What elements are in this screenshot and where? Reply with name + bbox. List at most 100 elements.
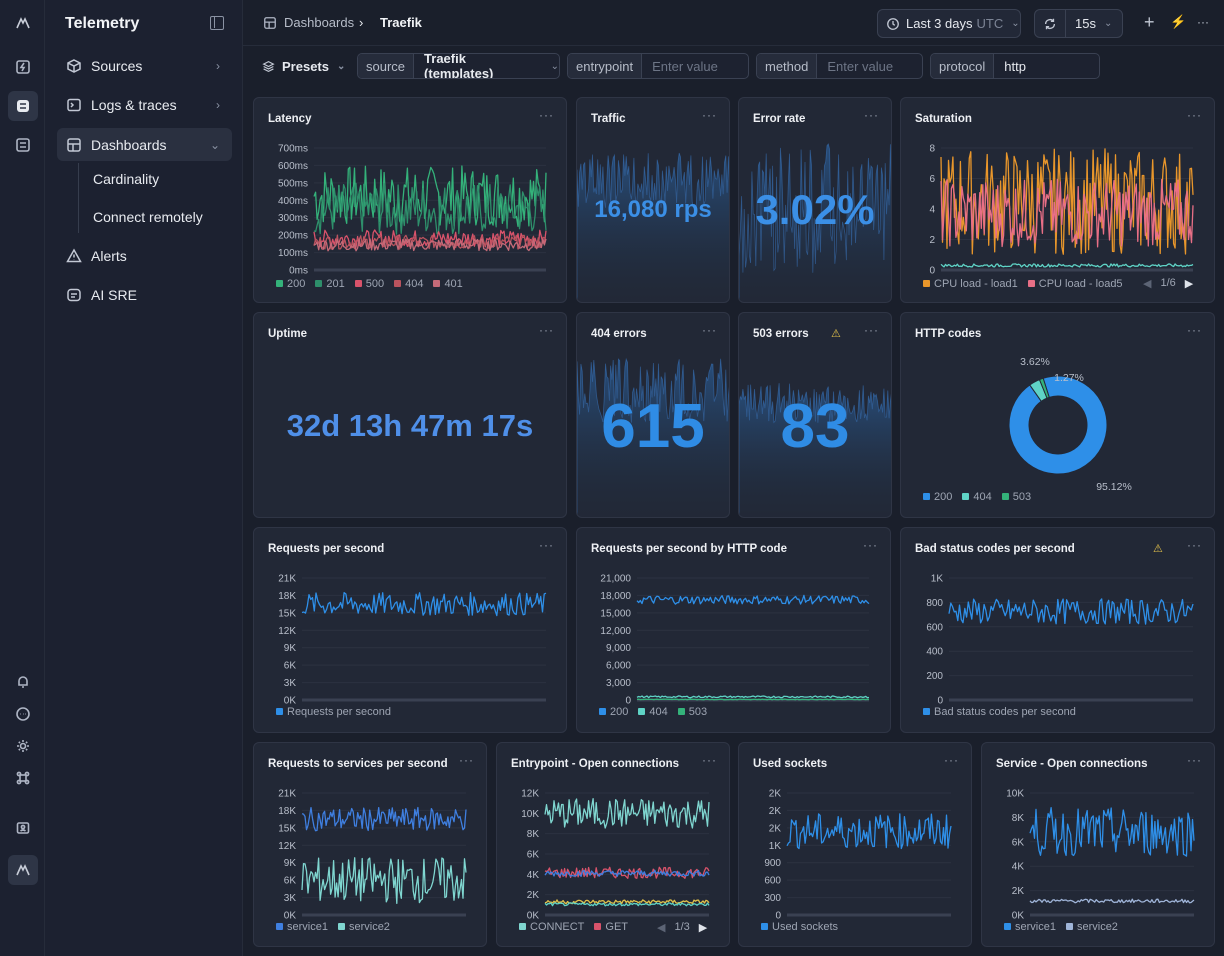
- error-rate-value: 3.02%: [755, 186, 875, 233]
- filter-input[interactable]: Enter value: [827, 58, 894, 74]
- legend-item[interactable]: 503: [1001, 491, 1031, 503]
- legend-item[interactable]: CONNECT: [519, 921, 584, 933]
- panel-menu-icon[interactable]: ···: [1187, 323, 1202, 337]
- legend-item[interactable]: 200: [276, 278, 305, 290]
- panel-title: 404 errors: [591, 328, 647, 340]
- bad-status-chart: 0 200 400 600 800 1K: [926, 574, 1194, 707]
- panel-menu-icon[interactable]: ···: [864, 323, 879, 337]
- legend-item[interactable]: service2: [337, 921, 390, 933]
- panel-menu-icon[interactable]: ···: [944, 753, 959, 767]
- sidebar-item-label: AI SRE: [91, 286, 137, 303]
- legend-item[interactable]: service1: [276, 921, 328, 933]
- presets-dropdown[interactable]: Presets ⌄: [262, 59, 345, 74]
- legend-item[interactable]: Bad status codes per second: [923, 706, 1076, 718]
- sparkline-background: [577, 152, 729, 302]
- panel-menu-icon[interactable]: ···: [539, 108, 554, 122]
- add-icon[interactable]: +: [1144, 12, 1155, 32]
- sidebar-item-sources[interactable]: Sources ›: [57, 49, 232, 82]
- legend-item[interactable]: 503: [677, 706, 707, 718]
- command-icon[interactable]: [8, 763, 38, 793]
- legend-pager[interactable]: ◀ 1/3 ▶: [657, 921, 707, 934]
- legend-item[interactable]: GET: [594, 921, 628, 933]
- legend-item[interactable]: Requests per second: [276, 706, 391, 718]
- org-logo-icon[interactable]: [8, 855, 38, 885]
- series-line: [544, 869, 710, 877]
- legend-item[interactable]: CPU load - load5: [1027, 278, 1123, 290]
- legend-item[interactable]: service2: [1065, 921, 1118, 933]
- panel-menu-icon[interactable]: ···: [1187, 108, 1202, 122]
- telemetry-icon[interactable]: [8, 91, 38, 121]
- filter-input[interactable]: Enter value: [652, 58, 718, 74]
- collapse-sidebar-icon[interactable]: [210, 16, 224, 30]
- legend-item[interactable]: Used sockets: [761, 921, 838, 933]
- sidebar-item-alerts[interactable]: Alerts: [57, 239, 232, 272]
- filter-source[interactable]: source Traefik (templates) ⌄: [357, 53, 560, 79]
- sparkline-background: [739, 143, 891, 302]
- panel-menu-icon[interactable]: ···: [539, 538, 554, 552]
- panel-menu-icon[interactable]: ···: [1187, 538, 1202, 552]
- prev-page-icon[interactable]: ◀: [1143, 278, 1152, 290]
- legend-label: Requests per second: [287, 706, 391, 718]
- legend-item[interactable]: CPU load - load1: [923, 278, 1018, 290]
- bolt-icon[interactable]: [8, 52, 38, 82]
- legend-item[interactable]: service1: [1004, 921, 1056, 933]
- legend-label: 404: [973, 491, 992, 503]
- next-page-icon[interactable]: ▶: [1184, 278, 1194, 290]
- breadcrumb-dashboards[interactable]: Dashboards: [284, 15, 355, 30]
- legend-item[interactable]: 404: [394, 278, 423, 290]
- panel-traffic: Traffic ··· 16,080 rps: [576, 97, 730, 303]
- account-icon[interactable]: [8, 813, 38, 843]
- legend-item[interactable]: 200: [599, 706, 628, 718]
- warning-icon[interactable]: ⚠: [1153, 543, 1163, 555]
- presets-label: Presets: [282, 59, 329, 74]
- sidebar-subitem-connect-remotely[interactable]: Connect remotely: [93, 209, 203, 225]
- sun-icon[interactable]: [8, 731, 38, 761]
- legend-item[interactable]: 500: [354, 278, 384, 290]
- filter-protocol[interactable]: protocol http: [930, 53, 1100, 79]
- slice-label: 95.12%: [1096, 481, 1132, 493]
- settings-panel-icon[interactable]: [8, 130, 38, 160]
- panel-menu-icon[interactable]: ···: [864, 108, 879, 122]
- legend-item[interactable]: 404: [962, 491, 992, 503]
- refresh-icon[interactable]: [1043, 17, 1057, 31]
- time-range-picker[interactable]: Last 3 days UTC ⌄: [877, 9, 1021, 38]
- sidebar-subitem-cardinality[interactable]: Cardinality: [93, 171, 160, 187]
- y-tick-label: 600ms: [278, 161, 308, 172]
- chevron-down-icon[interactable]: ⌄: [550, 60, 559, 72]
- filter-key: entrypoint: [568, 54, 643, 78]
- bell-icon[interactable]: [8, 667, 38, 697]
- panel-menu-icon[interactable]: ···: [863, 538, 878, 552]
- sidebar-item-ai-sre[interactable]: AI SRE: [57, 278, 232, 311]
- filter-method[interactable]: method Enter value: [756, 53, 923, 79]
- refresh-control[interactable]: 15s ⌄: [1034, 9, 1123, 38]
- next-page-icon[interactable]: ▶: [698, 922, 708, 934]
- legend-item[interactable]: 401: [433, 278, 463, 290]
- legend-item[interactable]: 404: [638, 706, 668, 718]
- panel-used-sockets: Used sockets ··· 0 300 600 900 1K 2K 2K 2K Used…: [738, 742, 972, 947]
- panel-menu-icon[interactable]: ···: [1187, 753, 1202, 767]
- filter-value[interactable]: http: [1004, 58, 1026, 74]
- panel-menu-icon[interactable]: ···: [702, 753, 717, 767]
- layers-icon: [262, 60, 275, 73]
- filter-entrypoint[interactable]: entrypoint Enter value: [567, 53, 749, 79]
- legend-item[interactable]: 200: [923, 491, 952, 503]
- series-line: [940, 263, 1194, 268]
- warning-icon[interactable]: ⚠: [831, 328, 841, 340]
- legend-item[interactable]: 201: [315, 278, 345, 290]
- filter-value[interactable]: Traefik (templates): [424, 53, 494, 79]
- sidebar-item-logs-traces[interactable]: Logs & traces ›: [57, 88, 232, 121]
- sidebar-item-dashboards[interactable]: Dashboards ⌄: [57, 128, 232, 161]
- legend-pager[interactable]: ◀ 1/6 ▶: [1143, 277, 1193, 290]
- more-options-icon[interactable]: ···: [1197, 15, 1209, 29]
- panel-menu-icon[interactable]: ···: [459, 753, 474, 767]
- chat-icon[interactable]: [8, 699, 38, 729]
- panel-menu-icon[interactable]: ···: [702, 108, 717, 122]
- prev-page-icon[interactable]: ◀: [657, 922, 666, 934]
- legend-swatch: [923, 280, 930, 287]
- panel-menu-icon[interactable]: ···: [539, 323, 554, 337]
- lightning-icon[interactable]: ⚡: [1170, 14, 1187, 29]
- logo-icon[interactable]: [8, 8, 38, 38]
- panel-menu-icon[interactable]: ···: [702, 323, 717, 337]
- y-tick-label: 0K: [284, 696, 297, 707]
